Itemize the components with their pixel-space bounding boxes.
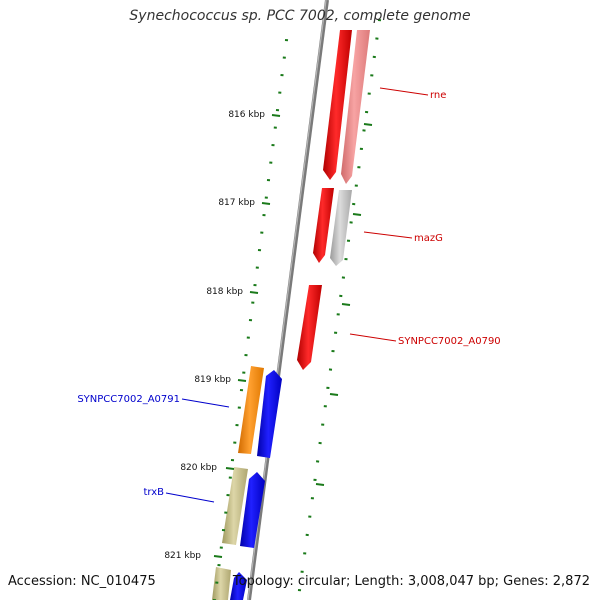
- major-tick-821: [213, 555, 223, 558]
- gene-rne-second-cds[interactable]: [341, 30, 370, 184]
- leader-line-mazG: [363, 231, 413, 239]
- gene-label-trxB[interactable]: trxB: [143, 487, 164, 498]
- genome-backbone: [247, 0, 329, 600]
- major-tick-820: [225, 467, 235, 470]
- gene-khaki-cds[interactable]: [212, 567, 231, 600]
- gene-label-SYNPCC7002_A0790[interactable]: SYNPCC7002_A0790: [398, 336, 501, 347]
- leader-line-A0790: [349, 333, 397, 342]
- map-title: Synechococcus sp. PCC 7002, complete gen…: [129, 8, 471, 24]
- gene-SYNPCC7002_A0790[interactable]: [297, 285, 322, 370]
- leader-line-rne: [379, 87, 429, 96]
- topology-summary: Topology: circular; Length: 3,008,047 bp…: [232, 574, 590, 589]
- gene-mazG[interactable]: [330, 190, 352, 266]
- major-tick-818: [249, 291, 259, 294]
- gene-blue-cds-2[interactable]: [240, 472, 265, 548]
- leader-line-A0791: [181, 398, 230, 408]
- gene-rne[interactable]: [323, 30, 352, 180]
- gene-SYNPCC7002_A0791[interactable]: [238, 366, 264, 454]
- tick-label-820: 820 kbp: [180, 463, 217, 473]
- major-tick-outer-1: [363, 123, 373, 126]
- major-tick-816: [271, 114, 281, 117]
- gene-blue-cds-3[interactable]: [230, 572, 247, 600]
- accession-label: Accession: NC_010475: [8, 574, 156, 589]
- major-tick-outer-2: [352, 213, 362, 216]
- major-tick-outer-5: [315, 483, 325, 486]
- gene-trxB[interactable]: [222, 467, 248, 545]
- gene-red-cds[interactable]: [313, 188, 334, 263]
- tick-label-818: 818 kbp: [206, 287, 243, 297]
- major-tick-819: [237, 379, 247, 382]
- minor-tick-marks: [213, 19, 382, 600]
- major-tick-817: [261, 202, 271, 205]
- tick-label-816: 816 kbp: [228, 110, 265, 120]
- gene-label-rne[interactable]: rne: [430, 90, 446, 101]
- gene-label-mazG[interactable]: mazG: [414, 233, 443, 244]
- tick-label-817: 817 kbp: [218, 198, 255, 208]
- tick-label-821: 821 kbp: [164, 551, 201, 561]
- gene-label-SYNPCC7002_A0791[interactable]: SYNPCC7002_A0791: [77, 394, 180, 405]
- major-tick-outer-4: [329, 393, 339, 396]
- leader-line-trxB: [165, 492, 215, 503]
- tick-label-819: 819 kbp: [194, 375, 231, 385]
- gene-blue-cds-1[interactable]: [257, 370, 282, 458]
- major-tick-outer-3: [341, 303, 351, 306]
